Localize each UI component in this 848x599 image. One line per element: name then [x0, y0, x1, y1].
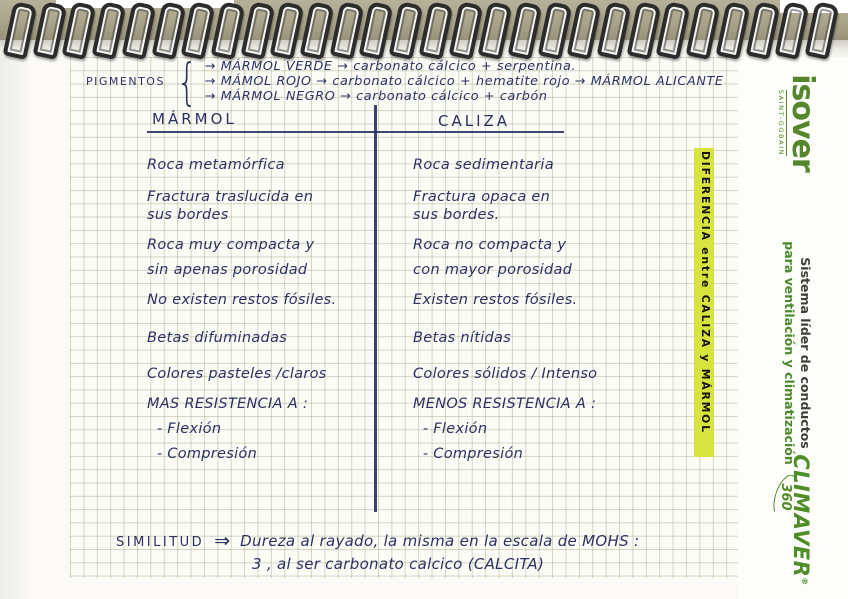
pigment-line-verde: → MÁRMOL VERDE → carbonato cálcico + ser…	[204, 59, 577, 74]
similitud-text-line2: 3 , al ser carbonato calcico (CALCITA)	[252, 555, 545, 573]
table-cell: Fractura traslucida en sus bordes	[147, 188, 314, 223]
side-highlight-note: DIFERENCIA entre CALIZA y MÁRMOL	[694, 148, 714, 457]
spiral-loop	[596, 1, 632, 60]
spiral-loop	[299, 1, 335, 60]
spiral-loop	[121, 1, 157, 60]
right-margin-strip	[738, 57, 848, 599]
climaver-360-badge: 360	[778, 483, 793, 511]
table-cell: Roca metamórfica	[147, 157, 285, 173]
table-cell: Betas difuminadas	[147, 329, 288, 346]
graph-paper-grid	[70, 57, 738, 578]
spiral-loop	[507, 1, 543, 60]
table-cell: Colores sólidos / Intenso	[413, 365, 598, 382]
table-cell: Betas nítidas	[413, 329, 512, 346]
registered-mark: ®	[800, 577, 809, 586]
table-cell: MAS RESISTENCIA A : - Flexión - Compresi…	[147, 396, 309, 462]
spiral-loop	[418, 1, 454, 60]
spiral-loop	[210, 1, 246, 60]
table-cell: Fractura opaca en sus bordes.	[413, 188, 551, 223]
marmol-column: Roca metamórfica Fractura traslucida en …	[147, 156, 377, 466]
double-arrow-icon: ⇒	[214, 530, 231, 552]
isover-wordmark: isover	[785, 74, 821, 172]
similitud-section: SIMILITUD ⇒ Dureza al rayado, la misma e…	[116, 529, 640, 552]
cover-gap-right	[780, 0, 848, 13]
pigments-brace: {	[176, 53, 198, 111]
table-header-marmol: MÁRMOL	[152, 110, 237, 128]
margin-tagline: Sistema líder de conductos para ventilac…	[777, 228, 813, 478]
spiral-loop	[804, 1, 840, 60]
pigment-line-negro: → MÁRMOL NEGRO → carbonato cálcico + car…	[204, 89, 548, 105]
table-header-underline	[147, 131, 564, 133]
cover-gap-left	[56, 0, 234, 8]
page-top-edge	[0, 40, 848, 57]
isover-logo: isover SAINT-GOBAIN	[774, 53, 821, 193]
pigment-line-rojo: → MÁMOL ROJO → carbonato cálcico + hemat…	[204, 74, 724, 90]
spiral-loop	[715, 1, 751, 60]
table-cell: Roca no compacta y con mayor porosidad	[413, 237, 573, 279]
climaver-360-logo: CLIMAVER® 360	[770, 442, 814, 598]
table-cell: MENOS RESISTENCIA A : - Flexión - Compre…	[413, 396, 597, 462]
table-header-caliza: CALIZA	[438, 112, 511, 130]
table-cell: Roca muy compacta y sin apenas porosidad	[147, 237, 315, 279]
similitud-text: Dureza al rayado, la misma en la escala …	[240, 532, 640, 550]
tagline-line1: Sistema líder de conductos	[798, 257, 813, 449]
spiral-loop	[2, 1, 38, 60]
table-cell: Colores pasteles /claros	[147, 365, 327, 382]
climaver-wordmark: CLIMAVER®	[789, 454, 813, 586]
similitud-label: SIMILITUD	[116, 535, 205, 550]
pigments-section: PIGMENTOS { → MÁRMOL VERDE → carbonato c…	[86, 53, 724, 111]
pigments-label: PIGMENTOS	[86, 75, 165, 88]
table-cell: Roca sedimentaria	[413, 157, 554, 173]
table-cell: No existen restos fósiles.	[147, 291, 337, 308]
saint-gobain-label: SAINT-GOBAIN	[777, 89, 788, 157]
caliza-column: Roca sedimentaria Fractura opaca en sus …	[413, 156, 673, 466]
table-column-divider	[374, 105, 377, 512]
tagline-line2: para ventilación y climatización	[781, 241, 797, 465]
table-cell: Existen restos fósiles.	[413, 291, 578, 308]
spiral-binding	[0, 0, 848, 60]
